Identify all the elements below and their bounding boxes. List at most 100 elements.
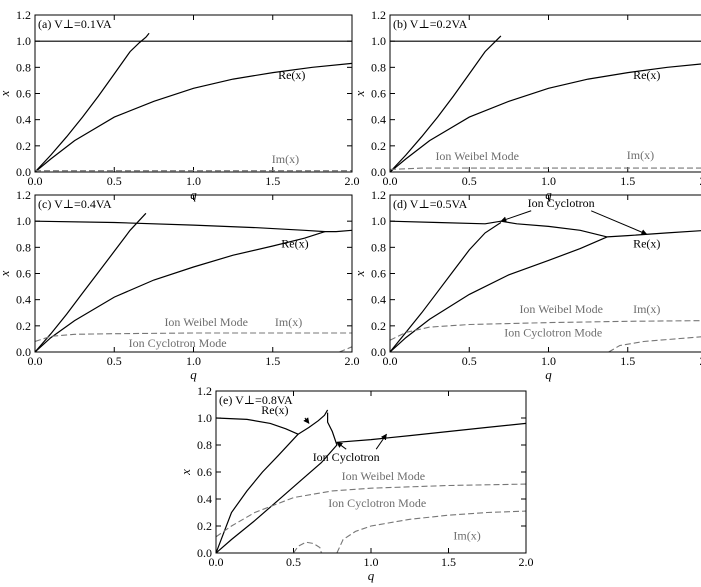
imaginary-curve-5 [216,483,526,538]
annotation-arrow [500,210,532,223]
y-tick-label: 0.8 [371,60,386,74]
imaginary-curve-5 [608,336,701,352]
y-tick-label: 0.2 [371,139,386,153]
y-tick-label: 1.0 [371,34,386,48]
y-tick-label: 0.6 [371,267,386,281]
y-tick-label: 1.0 [16,34,31,48]
panel-label: (a) V⊥=0.1VA [38,17,112,31]
x-tick-label: 1.0 [186,174,201,188]
x-tick-label: 0.5 [462,174,477,188]
annotation-label: Ion Weibel Mode [435,149,518,163]
real-curve-3 [390,63,701,172]
y-tick-label: 0.4 [16,113,31,127]
imaginary-curve-4 [390,167,701,170]
y-tick-label: 0.6 [16,87,31,101]
y-tick-label: 0.2 [16,139,31,153]
y-axis-label: x [0,270,12,277]
y-tick-label: 0.2 [197,519,212,533]
annotation-label: Re(x) [261,403,288,417]
real-curve-2 [390,35,502,172]
panel-3: 0.0 0.5 1.0 1.5 2.0 0.0 0.2 0.4 0.6 0.8 1.0 1.2 q x (c… [0,188,360,382]
annotation-arrow [303,417,310,424]
y-tick-label: 0.6 [371,87,386,101]
x-tick-label: 1.0 [364,555,379,569]
y-tick-label: 1.2 [197,384,212,398]
annotation-arrow [590,210,648,235]
y-tick-label: 0.0 [371,345,386,359]
real-curve-2 [390,221,502,352]
y-tick-label: 0.8 [16,60,31,74]
annotation-label: Re(x) [633,68,660,82]
annotation-label: Im(x) [275,315,302,329]
y-axis-label: x [352,90,367,97]
panel-label: (e) V⊥=0.8VA [219,393,293,407]
y-tick-label: 1.2 [371,8,386,22]
y-tick-label: 0.0 [371,165,386,179]
x-tick-label: 0.5 [107,354,122,368]
panel-label: (d) V⊥=0.5VA [393,197,468,211]
real-curve-3 [35,231,326,352]
x-tick-label: 2.0 [345,354,360,368]
imaginary-curve-4 [390,320,701,341]
annotation-arrow [336,441,347,450]
y-tick-label: 0.8 [371,240,386,254]
y-tick-label: 1.0 [371,214,386,228]
y-tick-label: 0.4 [16,293,31,307]
annotation-label: Im(x) [272,152,299,166]
x-tick-label: 1.0 [186,354,201,368]
plot-frame [389,194,701,353]
annotation-label: Re(x) [633,236,660,250]
annotation-label: Ion Weibel Mode [164,315,247,329]
real-curve-1 [35,220,352,233]
y-axis-label: x [178,469,193,476]
x-axis-label: q [190,367,197,382]
imaginary-curve-5 [339,346,352,352]
panel-label: (c) V⊥=0.4VA [38,197,112,211]
x-tick-label: 1.0 [541,354,556,368]
plot-frame [215,390,527,554]
x-tick-label: 1.5 [620,354,635,368]
y-tick-label: 0.0 [16,165,31,179]
real-curve-4 [336,422,526,443]
y-tick-label: 0.6 [16,267,31,281]
y-tick-label: 0.2 [16,319,31,333]
y-tick-label: 0.0 [197,546,212,560]
annotation-label: Ion Cyclotron [313,450,380,464]
real-curve-2 [35,212,147,352]
x-tick-label: 1.5 [265,354,280,368]
x-tick-label: 0.0 [28,354,43,368]
annotation-label: Ion Weibel Mode [342,469,425,483]
annotation-arrow [375,433,387,450]
x-axis-label: q [545,367,552,382]
y-tick-label: 0.4 [197,492,212,506]
panel-4: 0.0 0.5 1.0 1.5 2.0 0.0 0.2 0.4 0.6 0.8 1.0 1.2 q x (d… [352,188,701,382]
annotation-label: Re(x) [278,68,305,82]
y-tick-label: 1.0 [197,411,212,425]
x-tick-label: 2.0 [519,555,534,569]
annotation-label: Im(x) [633,302,660,316]
y-tick-label: 1.2 [16,8,31,22]
x-tick-label: 0.5 [107,174,122,188]
x-tick-label: 1.5 [265,174,280,188]
annotation-label: Ion Cyclotron Mode [129,336,227,350]
y-tick-label: 0.8 [197,438,212,452]
annotation-label: Ion Cyclotron Mode [504,325,602,339]
imaginary-curve-6 [293,541,322,553]
real-curve-2 [35,32,150,172]
real-curve-3 [390,236,608,352]
panel-1: 0.00.51.01.52.00.00.20.40.60.81.01.2qx(a… [0,8,360,202]
panel-label: (b) V⊥=0.2VA [393,17,468,31]
y-tick-label: 0.4 [371,293,386,307]
plot-frame [34,14,353,173]
y-tick-label: 0.2 [371,319,386,333]
real-curve-3 [35,62,352,172]
imaginary-curve-7 [336,510,526,553]
annotation-label: Ion Cyclotron [528,196,595,210]
y-tick-label: 0.6 [197,465,212,479]
x-tick-label: 1.0 [541,174,556,188]
x-tick-label: 2.0 [700,174,701,188]
annotation-label: Ion Weibel Mode [519,302,602,316]
x-tick-label: 1.5 [441,555,456,569]
x-tick-label: 0.0 [209,555,224,569]
